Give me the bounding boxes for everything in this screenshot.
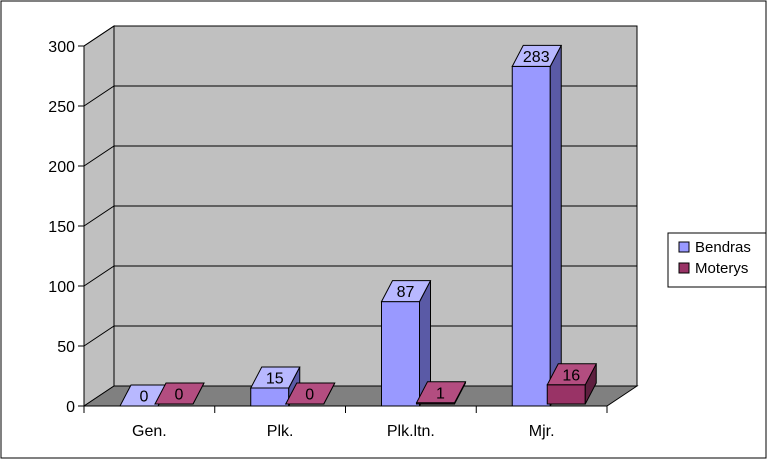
data-label: 87: [397, 284, 415, 301]
y-tick-label: 150: [48, 219, 75, 236]
legend-label-bendras: Bendras: [695, 239, 751, 256]
bar-front-bendras: [382, 302, 420, 406]
y-tick-label: 300: [48, 39, 75, 56]
x-tick-label: Plk.: [267, 423, 294, 440]
legend-swatch-moterys: [679, 263, 689, 273]
bar-front-moterys: [547, 385, 585, 404]
bar-side-bendras: [550, 45, 561, 406]
data-label: 0: [140, 389, 149, 406]
data-label: 283: [523, 49, 550, 66]
x-tick-label: Gen.: [132, 423, 167, 440]
bar-front-bendras: [512, 66, 550, 406]
y-tick-label: 200: [48, 159, 75, 176]
x-tick-label: Plk.ltn.: [387, 423, 435, 440]
x-tick-label: Mjr.: [529, 423, 555, 440]
data-label: 1: [436, 385, 445, 402]
y-tick-label: 50: [57, 339, 75, 356]
y-tick-label: 100: [48, 279, 75, 296]
bar-front-bendras: [251, 388, 289, 406]
legend: Bendras Moterys: [668, 233, 766, 287]
y-tick-label: 0: [66, 399, 75, 416]
data-label: 0: [305, 387, 314, 404]
data-label: 0: [175, 387, 184, 404]
data-label: 15: [266, 371, 284, 388]
data-label: 16: [562, 367, 580, 384]
legend-swatch-bendras: [679, 242, 689, 252]
legend-label-moterys: Moterys: [695, 260, 748, 277]
y-tick-label: 250: [48, 99, 75, 116]
